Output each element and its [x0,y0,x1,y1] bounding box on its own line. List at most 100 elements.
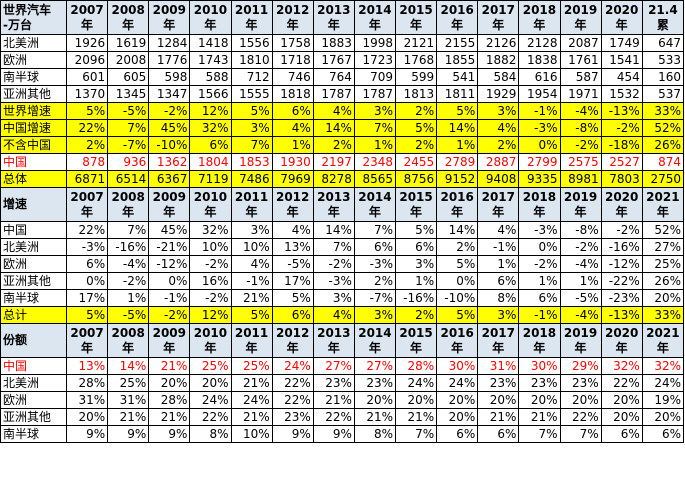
cell-value: 5% [394,119,438,137]
cell-value: 22% [559,408,602,426]
cell-value: -2% [600,119,643,137]
column-header: 2020 年 [600,323,643,358]
cell-value: -23% [600,289,643,307]
cell-value: 1882 [477,51,520,69]
cell-value: 23% [518,374,561,392]
cell-value: 5% [230,306,273,324]
column-header: 2015 年 [394,323,438,358]
cell-value: 22% [271,391,314,409]
cell-value: 6% [271,102,314,120]
cell-value: 2% [477,136,520,154]
cell-value: 1787 [312,85,355,103]
data-row: 欧洲 2096 2008 1776 1743 1810 1718 1767 1723 1768 18… [0,51,685,69]
cell-value: -4% [559,255,602,273]
cell-value: 7% [518,425,561,443]
cell-value: 0% [436,272,479,290]
cell-value: -13% [600,102,643,120]
cell-value: 7% [312,238,355,256]
cell-value: 2121 [394,34,438,52]
cell-value: 2887 [477,153,520,171]
cell-value: 6367 [148,170,191,188]
row-label: 总体 [0,170,67,188]
cell-value: 1541 [600,51,643,69]
cell-value: -16% [600,238,643,256]
cell-value: -21% [148,238,191,256]
cell-value: 647 [641,34,685,52]
cell-value: 21% [107,408,150,426]
column-header: 2014 年 [353,323,397,358]
cell-value: 1853 [230,153,273,171]
cell-value: 23% [559,374,602,392]
cell-value: 23% [312,374,355,392]
cell-value: 5% [436,102,479,120]
column-header: 2019 年 [559,187,602,222]
cell-value: 33% [641,306,685,324]
cell-value: -3% [353,255,397,273]
cell-value: 22% [189,408,232,426]
cell-value: 6% [65,255,109,273]
data-row: 亚洲其他 20% 21% 21% 22% 21% 23% 22% 21% 21% 20% 21% 21%… [0,408,685,426]
cell-value: 1345 [107,85,150,103]
cell-value: 22% [600,374,643,392]
cell-value: 1818 [271,85,314,103]
column-header: 2012 年 [271,323,314,358]
cell-value: 8278 [312,170,355,188]
cell-value: 23% [271,408,314,426]
cell-value: 587 [559,68,602,86]
cell-value: -2% [559,238,602,256]
column-header: 2020 年 [600,0,643,35]
cell-value: 9152 [436,170,479,188]
cell-value: 3% [230,119,273,137]
cell-value: 1% [271,136,314,154]
data-row: 北美洲 1926 1619 1284 1418 1556 1758 1883 1998 2121 2… [0,34,685,52]
cell-value: 2455 [394,153,438,171]
cell-value: -2% [312,255,355,273]
cell-value: 30% [518,357,561,375]
cell-value: -3% [312,272,355,290]
column-header: 2018 年 [518,187,561,222]
column-header: 2021 年 [641,323,685,358]
cell-value: 7% [394,425,438,443]
column-header: 2007 年 [65,0,109,35]
cell-value: 22% [65,221,109,239]
cell-value: -13% [600,306,643,324]
cell-value: -7% [107,136,150,154]
cell-value: 8% [477,289,520,307]
column-header: 21.4 累 [641,0,685,35]
column-header: 2016 年 [436,323,479,358]
header-row: 份额 2007 年 2008 年 2009 年 2010 年 2011 年 2012 年 20… [0,323,685,358]
cell-value: 3% [353,306,397,324]
cell-value: 2128 [518,34,561,52]
cell-value: 5% [230,102,273,120]
row-label: 欧洲 [0,255,67,273]
cell-value: -1% [477,238,520,256]
cell-value: 1532 [600,85,643,103]
cell-value: 26% [641,136,685,154]
cell-value: 541 [436,68,479,86]
cell-value: 20% [477,391,520,409]
cell-value: 1% [394,272,438,290]
column-header: 2013 年 [312,0,355,35]
cell-value: 1% [559,272,602,290]
column-header: 2016 年 [436,187,479,222]
cell-value: 7% [353,119,397,137]
cell-value: -16% [394,289,438,307]
column-header: 2010 年 [189,187,232,222]
column-header: 2015 年 [394,187,438,222]
section-header: 世界汽车 -万台 [0,0,67,35]
cell-value: 17% [271,272,314,290]
data-row: 北美洲 -3% -16% -21% 10% 10% 13% 7% 6% 6% 2% -1% 0% -2% -… [0,238,685,256]
cell-value: 2096 [65,51,109,69]
column-header: 2010 年 [189,0,232,35]
cell-value: 1347 [148,85,191,103]
cell-value: 764 [312,68,355,86]
data-row: 总计 5% -5% -2% 12% 5% 6% 4% 3% 2% 5% 3% -1% -4% -13% 33% [0,306,685,324]
cell-value: 30% [436,357,479,375]
cell-value: 1855 [436,51,479,69]
cell-value: 33% [641,102,685,120]
data-row: 南半球 601 605 598 588 712 746 764 709 599 541 584 616 5… [0,68,685,86]
column-header: 2021 年 [641,187,685,222]
cell-value: 1619 [107,34,150,52]
cell-value: 14% [107,357,150,375]
row-label: 北美洲 [0,374,67,392]
